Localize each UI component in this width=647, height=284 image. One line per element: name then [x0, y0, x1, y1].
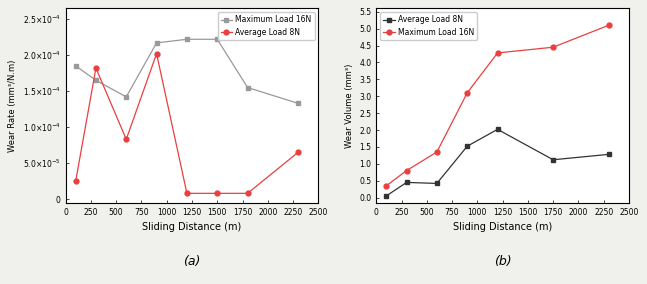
- Maximum Load 16N: [463, 91, 471, 95]
- Average Load 8N: [463, 145, 471, 148]
- Average Load 8N: [122, 138, 130, 141]
- Average Load 8N: [183, 192, 191, 195]
- Legend: Average Load 8N, Maximum Load 16N: Average Load 8N, Maximum Load 16N: [380, 12, 477, 40]
- Average Load 8N: [402, 181, 410, 184]
- Maximum Load 16N: [122, 95, 130, 99]
- Maximum Load 16N: [244, 86, 252, 89]
- Maximum Load 16N: [183, 37, 191, 41]
- Maximum Load 16N: [294, 102, 302, 105]
- Maximum Load 16N: [549, 45, 557, 49]
- Average Load 8N: [294, 151, 302, 154]
- Average Load 8N: [382, 194, 390, 198]
- Average Load 8N: [214, 192, 221, 195]
- Maximum Load 16N: [92, 79, 100, 82]
- X-axis label: Sliding Distance (m): Sliding Distance (m): [453, 222, 553, 232]
- Average Load 8N: [433, 182, 441, 185]
- Line: Maximum Load 16N: Maximum Load 16N: [384, 23, 611, 188]
- Y-axis label: Wear Rate (mm³/N.m): Wear Rate (mm³/N.m): [8, 59, 17, 152]
- Text: (b): (b): [494, 255, 511, 268]
- Line: Average Load 8N: Average Load 8N: [384, 127, 611, 198]
- Y-axis label: Wear Volume (mm³): Wear Volume (mm³): [345, 63, 354, 148]
- Line: Maximum Load 16N: Maximum Load 16N: [73, 37, 301, 106]
- Maximum Load 16N: [214, 37, 221, 41]
- Line: Average Load 8N: Average Load 8N: [73, 51, 301, 196]
- Average Load 8N: [244, 192, 252, 195]
- Average Load 8N: [549, 158, 557, 162]
- Legend: Maximum Load 16N, Average Load 8N: Maximum Load 16N, Average Load 8N: [217, 12, 314, 40]
- X-axis label: Sliding Distance (m): Sliding Distance (m): [142, 222, 241, 232]
- Average Load 8N: [72, 179, 80, 183]
- Maximum Load 16N: [72, 64, 80, 68]
- Average Load 8N: [494, 128, 501, 131]
- Average Load 8N: [605, 153, 613, 156]
- Maximum Load 16N: [382, 184, 390, 187]
- Average Load 8N: [153, 52, 160, 55]
- Text: (a): (a): [183, 255, 201, 268]
- Maximum Load 16N: [433, 150, 441, 154]
- Maximum Load 16N: [494, 51, 501, 55]
- Average Load 8N: [92, 66, 100, 70]
- Maximum Load 16N: [153, 41, 160, 45]
- Maximum Load 16N: [605, 24, 613, 27]
- Maximum Load 16N: [402, 169, 410, 172]
